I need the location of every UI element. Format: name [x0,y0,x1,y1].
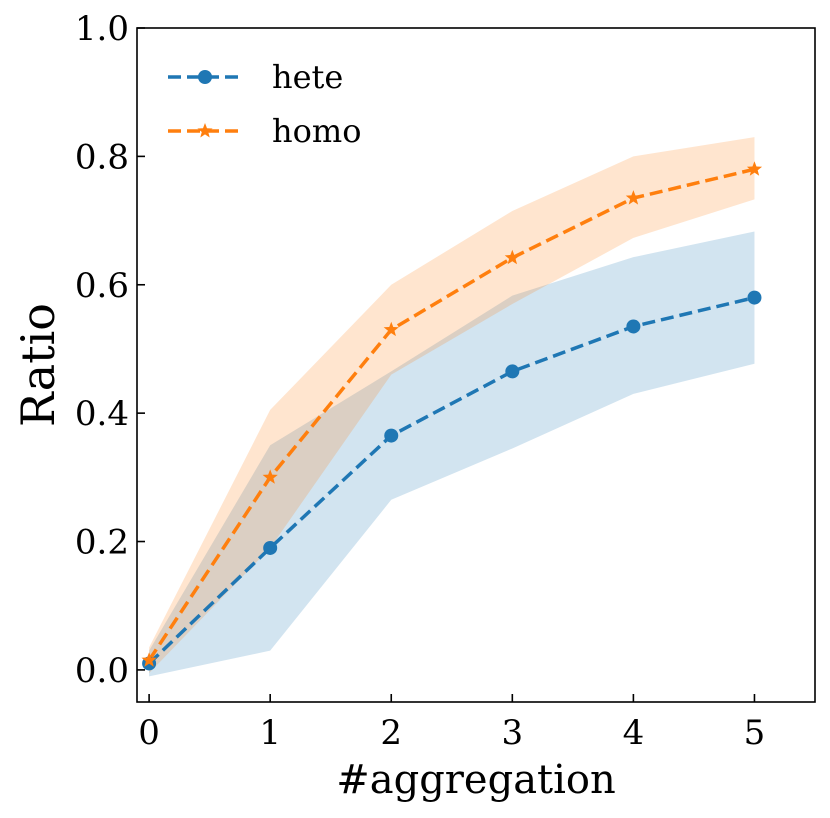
y-tick-label: 1.0 [75,9,129,49]
x-tick-label: 5 [744,713,766,753]
band-hete [149,231,755,677]
legend-marker-hete [198,70,212,84]
x-tick-label: 3 [502,713,524,753]
point-hete [747,290,762,305]
confidence-bands [149,137,755,677]
x-tick-label: 4 [623,713,645,753]
y-axis-label: Ratio [11,303,65,427]
line-hete [147,295,755,665]
line-homo [147,167,755,662]
point-hete [626,319,641,334]
point-homo [262,469,278,484]
legend-marker-homo [197,123,213,138]
x-tick-label: 1 [259,713,281,753]
plot-frame [136,27,816,703]
legend: hete homo [168,58,361,150]
legend-label-homo: homo [272,112,361,150]
y-tick-label: 0.8 [75,137,129,177]
point-homo [625,190,641,205]
y-tick-label: 0.6 [75,266,129,306]
legend-label-hete: hete [272,58,343,96]
point-homo [504,249,520,265]
y-tick-label: 0.2 [75,523,129,563]
axis-ticks: 0 1 2 3 4 5 0.0 0.2 0.4 0.6 0.8 1.0 [75,9,765,753]
x-tick-label: 0 [138,713,160,753]
point-homo [383,321,399,337]
y-tick-label: 0.0 [75,651,129,691]
series-markers [141,161,763,671]
x-axis-label: #aggregation [336,757,616,803]
point-homo [141,652,157,667]
x-tick-label: 2 [380,713,402,753]
point-homo [746,161,763,176]
point-hete [384,428,399,443]
y-tick-label: 0.4 [75,394,129,434]
band-homo [149,137,755,674]
point-hete [505,364,520,379]
point-hete [263,540,278,555]
series-lines [147,167,755,665]
